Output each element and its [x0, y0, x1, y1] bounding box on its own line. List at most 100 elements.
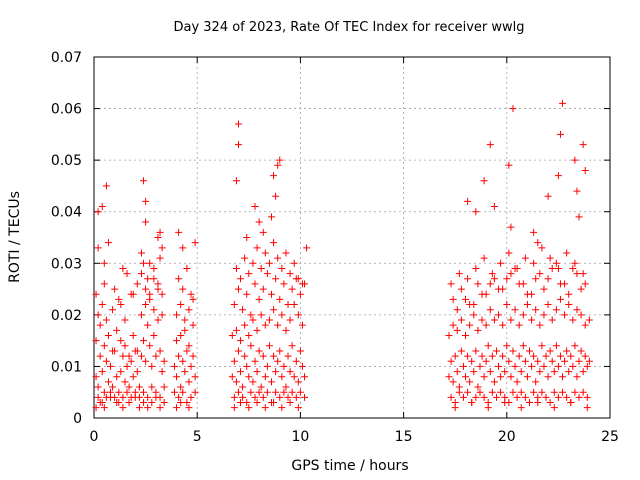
- data-point: [303, 244, 311, 252]
- data-point: [521, 357, 529, 365]
- data-point: [140, 259, 148, 267]
- data-point: [156, 404, 164, 412]
- data-point: [579, 388, 587, 396]
- data-point: [284, 301, 292, 309]
- data-point: [234, 141, 242, 149]
- data-point: [230, 357, 238, 365]
- data-point: [528, 362, 536, 370]
- data-point: [98, 301, 106, 309]
- data-point: [559, 373, 567, 381]
- data-point: [567, 399, 575, 407]
- data-point: [573, 187, 581, 195]
- data-point: [488, 388, 496, 396]
- data-point: [177, 301, 185, 309]
- data-point: [569, 362, 577, 370]
- data-point: [272, 368, 280, 376]
- data-point: [556, 295, 564, 303]
- data-point: [447, 280, 455, 288]
- data-point: [542, 352, 550, 360]
- data-point: [556, 130, 564, 138]
- data-point: [150, 306, 158, 314]
- data-point: [526, 347, 534, 355]
- data-point: [177, 383, 185, 391]
- data-point: [284, 393, 292, 401]
- data-point: [249, 316, 257, 324]
- data-point: [183, 399, 191, 407]
- data-point: [563, 393, 571, 401]
- data-point: [490, 203, 498, 211]
- data-point: [532, 306, 540, 314]
- data-point: [573, 270, 581, 278]
- data-point: [146, 259, 154, 267]
- data-point: [447, 393, 455, 401]
- data-point: [268, 290, 276, 298]
- data-point: [561, 311, 569, 319]
- data-point: [263, 388, 271, 396]
- data-point: [542, 393, 550, 401]
- data-point: [100, 388, 108, 396]
- data-point: [575, 393, 583, 401]
- data-point: [261, 373, 269, 381]
- data-point: [142, 218, 150, 226]
- data-point: [497, 259, 505, 267]
- data-point: [530, 228, 538, 236]
- data-point: [129, 290, 137, 298]
- data-point: [490, 275, 498, 283]
- data-point: [278, 373, 286, 381]
- data-point: [474, 280, 482, 288]
- data-point: [92, 337, 100, 345]
- data-point: [140, 337, 148, 345]
- data-point: [148, 362, 156, 370]
- data-point: [556, 352, 564, 360]
- data-point: [530, 259, 538, 267]
- data-point: [455, 388, 463, 396]
- data-point: [509, 105, 517, 113]
- data-point: [230, 301, 238, 309]
- data-point: [517, 404, 525, 412]
- data-point: [183, 347, 191, 355]
- data-point: [451, 352, 459, 360]
- data-point: [94, 311, 102, 319]
- data-point: [282, 326, 290, 334]
- data-point: [484, 404, 492, 412]
- data-point: [488, 270, 496, 278]
- data-point: [505, 249, 513, 257]
- data-point: [579, 141, 587, 149]
- data-point: [259, 393, 267, 401]
- data-point: [296, 347, 304, 355]
- data-point: [265, 342, 273, 350]
- data-point: [94, 383, 102, 391]
- data-point: [125, 352, 133, 360]
- data-point: [187, 290, 195, 298]
- data-point: [567, 352, 575, 360]
- data-point: [185, 342, 193, 350]
- data-point: [237, 275, 245, 283]
- data-point: [241, 254, 249, 262]
- data-point: [519, 311, 527, 319]
- data-point: [470, 311, 478, 319]
- data-point: [488, 352, 496, 360]
- data-point: [449, 378, 457, 386]
- data-point: [234, 285, 242, 293]
- data-point: [144, 321, 152, 329]
- data-point: [253, 368, 261, 376]
- data-point: [251, 357, 259, 365]
- data-point: [158, 290, 166, 298]
- data-point: [257, 311, 265, 319]
- data-point: [548, 316, 556, 324]
- data-point: [523, 373, 531, 381]
- data-point: [237, 399, 245, 407]
- data-point: [468, 357, 476, 365]
- data-point: [181, 368, 189, 376]
- data-point: [119, 352, 127, 360]
- data-point: [464, 352, 472, 360]
- data-point: [144, 404, 152, 412]
- data-point: [123, 388, 131, 396]
- x-tick-label: 10: [291, 429, 309, 445]
- data-point: [177, 331, 185, 339]
- data-point: [278, 311, 286, 319]
- data-point: [177, 399, 185, 407]
- data-point: [160, 399, 168, 407]
- data-point: [276, 347, 284, 355]
